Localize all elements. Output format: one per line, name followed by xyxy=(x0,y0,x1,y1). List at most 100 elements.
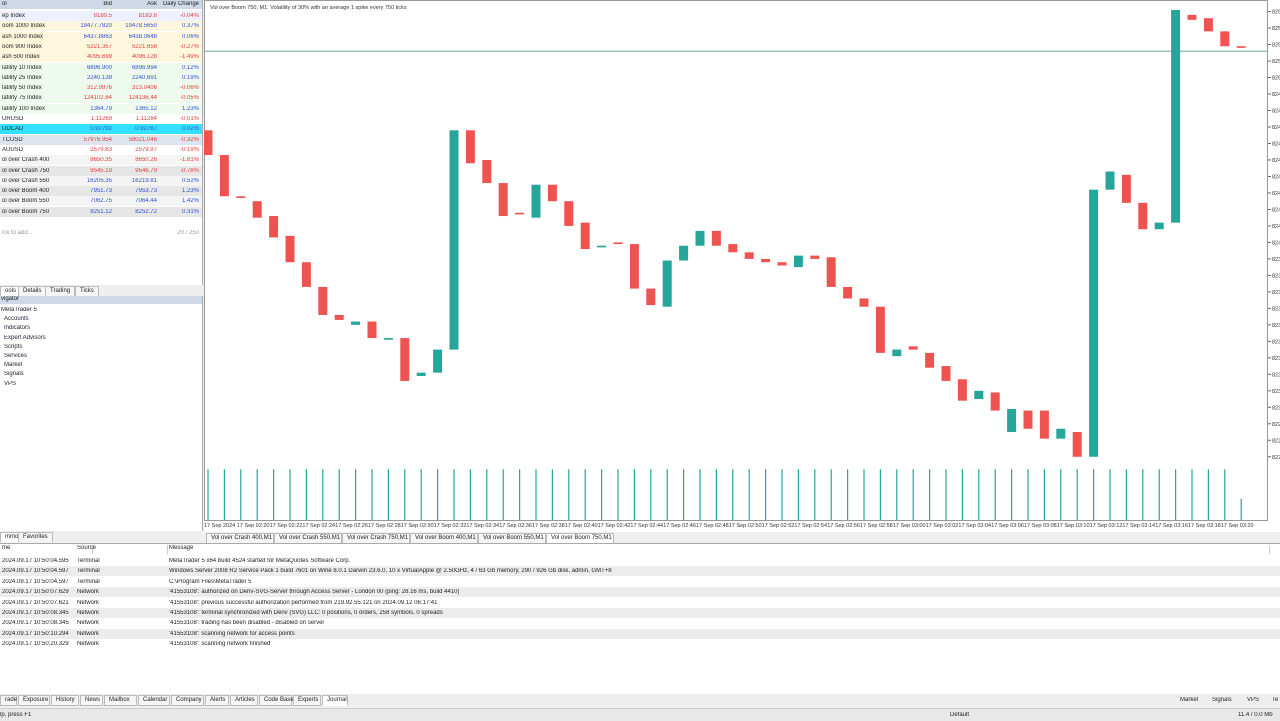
candle-body xyxy=(269,216,279,238)
price-cell: 1364.79 xyxy=(90,105,112,112)
log-cell: 2024.09.17 10:50:08.345 xyxy=(2,620,69,627)
tab[interactable]: Exposure xyxy=(18,695,50,706)
x-tick-label: 17 Sep 02:24 xyxy=(302,523,335,529)
toolbar-button: Te xyxy=(1272,697,1279,703)
symbol-row: UDCAD 0.92792 0.92767 0.02% xyxy=(0,124,202,135)
tab[interactable]: Details xyxy=(18,286,47,296)
symbol-row: ol over Boom 750 8251.12 8252.72 0.31% xyxy=(0,206,202,217)
tab[interactable]: Mailbox xyxy=(104,695,137,706)
y-tick-label: 8237 xyxy=(1272,290,1280,296)
candle-body xyxy=(236,196,246,198)
tab[interactable]: rade xyxy=(0,695,17,706)
volume-bar xyxy=(1109,469,1111,520)
symbol-name: ol over Crash 550 xyxy=(2,177,50,184)
volume-bar xyxy=(305,469,307,520)
symbol-count: 20 / 250 xyxy=(177,230,199,236)
volume-bar xyxy=(584,469,586,520)
tab[interactable]: Trading xyxy=(45,286,76,296)
symbol-row: ol over Boom 400 7951.73 7953.73 1.23% xyxy=(0,186,202,197)
volume-bar xyxy=(322,469,324,520)
x-tick-label: 17 Sep 02:32 xyxy=(434,523,467,529)
log-cell: 2024.09.17 10:50:20.329 xyxy=(2,641,69,648)
price-cell: 5221.658 xyxy=(131,43,157,50)
tab[interactable]: History xyxy=(51,695,79,706)
price-cell: 7953.73 xyxy=(135,188,157,195)
tab[interactable]: Vol over Crash 550,M1 xyxy=(274,533,342,543)
log-cell: '41553108': terminal synchronized with D… xyxy=(169,610,443,616)
candle-body xyxy=(728,244,738,253)
tab[interactable]: Articles xyxy=(230,695,258,706)
tab[interactable]: Favorites xyxy=(18,532,53,542)
tab[interactable]: Code Base xyxy=(259,695,294,706)
volume-bar xyxy=(223,469,225,520)
tab[interactable]: Vol over Boom 550,M1 xyxy=(478,533,546,543)
plot-frame xyxy=(204,0,1268,521)
tab[interactable]: Company xyxy=(171,695,204,706)
navigator: vigator MetaTrader 5 Accounts Indicators Exp… xyxy=(0,296,203,531)
navigator-tabs: mmon Favorites xyxy=(0,531,202,542)
x-tick-label: 17 Sep 02:22 xyxy=(270,523,303,529)
price-cell: 19477.7820 xyxy=(80,23,112,30)
price-cell: 2240.691 xyxy=(131,74,157,81)
log-cell: Network xyxy=(77,599,100,606)
y-tick-label: 8235 xyxy=(1272,323,1280,329)
tab[interactable]: Vol over Boom 400,M1 xyxy=(410,533,478,543)
tab[interactable]: News xyxy=(80,695,103,706)
nav-item: Services xyxy=(4,353,28,359)
price-cell: 1.23% xyxy=(181,188,199,195)
price-cell: 1.23% xyxy=(181,105,199,112)
candle-body xyxy=(990,392,1000,411)
price-cell: 1.11284 xyxy=(135,116,157,122)
log-cell: 2024.09.17 10:50:04.597 xyxy=(2,568,69,575)
x-tick-label: 17 Sep 02:30 xyxy=(401,523,434,529)
candle-body xyxy=(564,201,574,226)
volume-bar xyxy=(519,469,521,520)
y-tick-label: 8241 xyxy=(1272,224,1280,230)
candle-body xyxy=(1023,410,1033,429)
candle-body xyxy=(1236,46,1246,48)
candle-body xyxy=(1056,428,1066,439)
price-cell: -0.01% xyxy=(179,116,199,122)
price-cell: 16219.81 xyxy=(131,177,157,184)
log-cell: Terminal xyxy=(77,558,100,564)
log-cell: '41553108': trading has been disabled - … xyxy=(169,620,325,627)
candle-body xyxy=(810,255,820,259)
candle-body xyxy=(367,321,377,339)
x-tick-label: 17 Sep 02:34 xyxy=(466,523,499,529)
price-cell: 0.52% xyxy=(181,177,199,184)
candle-body xyxy=(285,235,295,263)
price-cell: 8650.35 xyxy=(90,157,112,164)
candle-body xyxy=(1089,189,1099,457)
tab[interactable]: Alerts xyxy=(205,695,229,706)
tab[interactable]: Experts xyxy=(293,695,321,706)
symbol-row: ol over Crash 750 9545.19 9546.79 -0.78% xyxy=(0,165,202,176)
tab[interactable]: Calendar xyxy=(138,695,170,706)
log-cell: Network xyxy=(77,620,100,627)
volume-bar xyxy=(601,469,603,520)
candle-body xyxy=(892,349,902,357)
column-header: Ask xyxy=(146,1,157,7)
toolbar-button: VPS xyxy=(1247,697,1260,703)
column-header: me xyxy=(0,545,93,554)
symbol-row: ash 1000 Index 6437.8863 6438.0648 0.06% xyxy=(0,31,202,42)
y-tick-label: 8232 xyxy=(1272,372,1280,378)
price-cell: 0.31% xyxy=(181,208,199,215)
log-cell: 2024.09.17 10:50:07.629 xyxy=(2,589,69,596)
symbol-name: ol over Boom 400 xyxy=(2,188,50,195)
volume-bar xyxy=(289,469,291,520)
price-cell: 0.37% xyxy=(181,23,199,30)
tab[interactable]: Vol over Crash 400,M1 xyxy=(206,533,274,543)
tab[interactable]: Ticks xyxy=(75,286,99,296)
volume-bar xyxy=(633,469,635,520)
y-tick-label: 8240 xyxy=(1272,240,1280,246)
log-cell: 2024.09.17 10:50:04.597 xyxy=(2,578,69,585)
price-cell: 58021.046 xyxy=(128,136,157,143)
symbol-row: latility 25 Index 2240.139 2240.691 0.19% xyxy=(0,72,202,83)
volume-bar xyxy=(387,469,389,520)
toolbar-button: Signals xyxy=(1212,697,1232,703)
y-tick-label: 8242 xyxy=(1272,207,1280,213)
tab[interactable]: Vol over Crash 750,M1 xyxy=(342,533,410,543)
price-cell: 313.0406 xyxy=(131,85,157,92)
price-cell: 1365.12 xyxy=(135,105,157,112)
symbol-row: URUSD 1.11269 1.11284 -0.01% xyxy=(0,114,202,124)
